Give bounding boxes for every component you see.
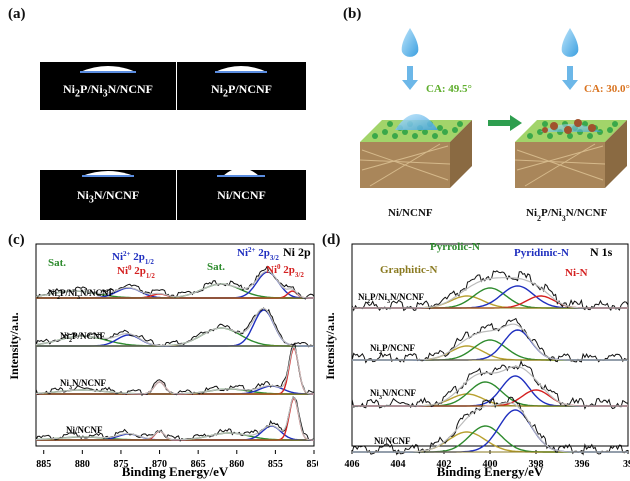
- ca-left: CA: 49.5°: [426, 83, 472, 95]
- panel-label-c: (c): [8, 232, 25, 248]
- water-droplet-icon: [561, 28, 579, 57]
- raw-spectrum: [351, 360, 629, 410]
- fit-envelope: [35, 346, 314, 395]
- fit-envelope: [352, 402, 628, 453]
- ca-photo-ni2p: Ni2P/NCNF: [177, 62, 306, 110]
- droplet-profile: [82, 171, 134, 177]
- chart-title: N 1s: [590, 245, 613, 259]
- annot-sat-2: Sat.: [207, 261, 225, 273]
- x-tick-label: 885: [36, 459, 51, 470]
- label-left: Ni/NCNF: [388, 207, 433, 219]
- x-tick-label: 850: [307, 459, 319, 470]
- ca-photo-ni: Ni/NCNF: [177, 168, 306, 220]
- x-tick-label: 400: [483, 459, 498, 470]
- sample-label: Ni/NCNF: [217, 188, 266, 202]
- ca-angle-2: CA: 31.5°: [218, 30, 269, 44]
- fit-envelope: [35, 307, 314, 347]
- fit-envelope: [352, 365, 628, 407]
- raw-spectrum: [351, 317, 628, 364]
- ca-photo-ni3n: Ni3N/NCNF: [40, 170, 176, 220]
- x-tick-label: 404: [391, 459, 406, 470]
- annot-ni2-2p32: Ni2+ 2p3/2: [237, 246, 279, 262]
- panel-label-d: (d): [322, 232, 341, 248]
- fiber-block-left: [359, 114, 472, 188]
- ca-angle-4: CA: 49.5°: [218, 141, 269, 155]
- x-tick-label: 406: [345, 459, 360, 470]
- droplet-profile: [217, 168, 265, 177]
- ca-angle-3: CA: 33.0°: [90, 141, 141, 155]
- ca-photo-ni2p-ni3n: Ni2P/Ni3N/NCNF: [40, 62, 176, 110]
- x-tick-label: 870: [152, 459, 167, 470]
- annot-pyrrolic: Pyrrolic-N: [430, 241, 480, 253]
- x-axis-label: Binding Energy/eV: [122, 464, 229, 479]
- raw-spectrum: [35, 265, 315, 300]
- series-label: Ni2P/Ni3N/NCNF: [358, 292, 424, 305]
- series-label: Ni/NCNF: [66, 425, 103, 435]
- ca-right: CA: 30.0°: [584, 83, 630, 95]
- annot-ni2-2p12: Ni2+ 2p1/2: [112, 250, 154, 266]
- series-label: Ni2P/NCNF: [60, 331, 105, 344]
- annot-graphitic: Graphitic-N: [380, 264, 437, 276]
- label-right: Ni2P/Ni3N/NCNF: [526, 207, 608, 223]
- water-droplet-icon: [401, 28, 419, 57]
- x-tick-label: 402: [437, 459, 452, 470]
- series-label: Ni3N/NCNF: [370, 388, 416, 401]
- fit-envelope: [352, 277, 628, 309]
- fit-envelope: [352, 323, 628, 361]
- droplet-profile: [80, 66, 136, 73]
- x-tick-label: 860: [229, 459, 244, 470]
- panel-label-a: (a): [8, 6, 26, 22]
- ca-angle-1: CA: 30.0°: [90, 30, 141, 44]
- fiber-block-right: [514, 119, 627, 188]
- annot-ni-n: Ni-N: [565, 267, 588, 279]
- sample-label: Ni2P/Ni3N/NCNF: [63, 82, 153, 100]
- annot-sat-1: Sat.: [48, 257, 66, 269]
- x-tick-label: 880: [75, 459, 90, 470]
- xps-ni2p-chart: Ni 2p Intensity/a.u. Binding Energy/eV 8…: [7, 243, 319, 479]
- chart-title: Ni 2p: [283, 245, 311, 259]
- series-label: Ni/NCNF: [374, 436, 411, 446]
- y-axis-label: Intensity/a.u.: [7, 312, 21, 379]
- x-tick-label: 875: [113, 459, 128, 470]
- x-tick-label: 398: [529, 459, 544, 470]
- y-axis-label: Intensity/a.u.: [323, 312, 337, 379]
- annot-ni0-2p12: Ni0 2p1/2: [117, 264, 155, 280]
- x-tick-label: 865: [191, 459, 206, 470]
- panel-label-b: (b): [343, 6, 362, 22]
- series-label: Ni2P/NCNF: [370, 343, 415, 356]
- plot-frame: [35, 243, 315, 447]
- series-label: Ni3N/NCNF: [60, 378, 106, 391]
- x-tick-label: 855: [268, 459, 283, 470]
- sample-label: Ni3N/NCNF: [76, 188, 140, 206]
- droplet-profile: [215, 66, 267, 73]
- sample-label: Ni2P/NCNF: [211, 82, 272, 100]
- fit-envelope: [35, 396, 314, 441]
- series-label: Ni2P/Ni3N/NCNF: [48, 288, 114, 301]
- annot-ni0-2p32: Ni0 2p3/2: [266, 263, 304, 279]
- fit-envelope: [35, 270, 314, 299]
- raw-spectrum: [351, 270, 629, 312]
- annot-pyridinic: Pyridinic-N: [514, 247, 569, 259]
- xps-n1s-chart: N 1s Intensity/a.u. Binding Energy/eV 40…: [323, 241, 630, 479]
- schematic-panel: CA: 49.5° Ni/NCNF CA: 30.0°: [359, 28, 630, 223]
- plot-frame: [351, 243, 629, 447]
- droplet-on-surface: [395, 114, 438, 130]
- x-tick-label: 396: [575, 459, 590, 470]
- x-axis-label: Binding Energy/eV: [437, 464, 544, 479]
- x-tick-label: 39: [623, 459, 630, 470]
